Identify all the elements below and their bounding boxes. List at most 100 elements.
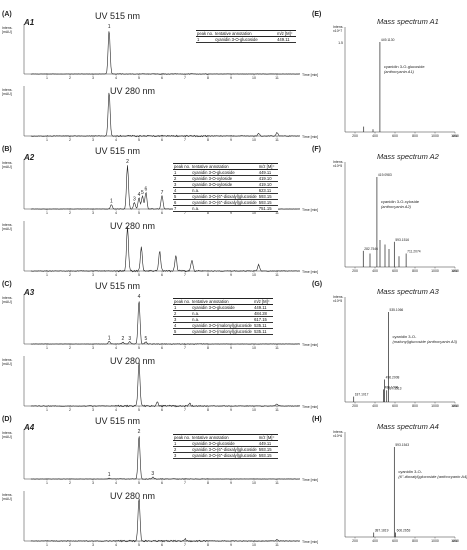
- uv280-label: UV 280 nm: [110, 221, 155, 231]
- x-tick-label: 5: [138, 481, 140, 485]
- table-row: 3 cyanidin 3-O-xyloside 419.10: [173, 181, 278, 188]
- x-tick-label: 2: [69, 138, 71, 142]
- ms-annotation-sub: (anthocyanin A2): [381, 204, 412, 209]
- x-tick-label: 11: [275, 481, 279, 485]
- x-tick-label: 7: [184, 273, 186, 277]
- peak-label: 5: [145, 336, 148, 342]
- table-header-cell: tentative annotation: [191, 434, 258, 441]
- x-tick-label: 4: [115, 211, 117, 215]
- x-axis-label: Time [min]: [302, 478, 318, 482]
- x-tick-label: 8: [207, 76, 209, 80]
- ms-peak-label: 387.1819: [375, 529, 389, 533]
- sample-name: A2: [23, 153, 35, 162]
- table-header-cell: m/z [M]⁺: [257, 163, 278, 170]
- ms-x-tick-label: 600: [392, 269, 398, 273]
- table-header-cell: m/z [M]⁺: [276, 30, 297, 37]
- ms-x-tick-label: 800: [412, 404, 418, 408]
- x-tick-label: 8: [207, 346, 209, 350]
- x-tick-label: 3: [92, 346, 94, 350]
- peak-label: 1: [108, 472, 111, 478]
- peak-table: peak no. tentative annotation m/z [M]⁺ 1 cya…: [173, 298, 274, 335]
- ms-x-tick-label: 600: [392, 404, 398, 408]
- table-header-cell: tentative annotation: [214, 30, 277, 37]
- x-tick-label: 8: [207, 211, 209, 215]
- peak-label: 4: [138, 294, 141, 300]
- ms-y-label: Intens.: [333, 160, 344, 164]
- table-cell: cyanidin 3-O-glucoside: [191, 440, 258, 447]
- y-label-intens: Intens.: [2, 223, 13, 227]
- ms-x-tick-label: 200: [352, 404, 358, 408]
- x-tick-label: 11: [275, 273, 279, 277]
- table-cell: cyanidin 3-O-(6''-dioxalyl)glucoside: [191, 446, 258, 453]
- panel-label: (B): [2, 146, 12, 153]
- table-cell: n.a.: [191, 187, 258, 194]
- ms-peak-label: 496.2008: [386, 376, 400, 380]
- x-tick-label: 4: [115, 273, 117, 277]
- ms-peak-label: 593.1516: [395, 238, 409, 242]
- ms-y-scale: x10^7: [333, 29, 342, 33]
- table-cell: cyanidin 3-O-(malonyl)glucoside: [191, 322, 254, 329]
- peak-label: 3: [133, 196, 136, 202]
- uv280-label: UV 280 nm: [110, 86, 155, 96]
- table-cell: cyanidin 3-O-xyloside: [191, 175, 258, 182]
- peak-label: 3: [151, 471, 154, 477]
- ms-x-tick-label: 600: [392, 134, 398, 138]
- table-cell: 623.11: [257, 187, 278, 194]
- table-row: 5 cyanidin 3-O-(malonyl)glucoside 535.11: [173, 328, 274, 335]
- table-cell: 1: [173, 440, 192, 447]
- ms-x-axis-label: m/z: [452, 539, 458, 543]
- x-tick-label: 4: [115, 543, 117, 547]
- x-tick-label: 7: [184, 76, 186, 80]
- table-row: 3 cyanidin 3-O-(6''-dioxalyl)glucoside 593…: [173, 452, 278, 459]
- x-tick-label: 11: [275, 76, 279, 80]
- ms-x-tick-label: 1000: [431, 539, 439, 543]
- x-tick-label: 9: [230, 138, 232, 142]
- x-tick-label: 2: [69, 76, 71, 80]
- ms-x-axis-label: m/z: [452, 134, 458, 138]
- x-tick-label: 9: [230, 211, 232, 215]
- x-tick-label: 11: [275, 138, 279, 142]
- x-tick-label: 9: [230, 408, 232, 412]
- ms-x-tick-label: 600: [392, 539, 398, 543]
- uv515-label: UV 515 nm: [95, 11, 140, 21]
- ms-x-tick-label: 400: [372, 539, 378, 543]
- peak-label: 3: [128, 336, 131, 342]
- table-cell: 2: [173, 175, 192, 182]
- x-tick-label: 6: [161, 76, 163, 80]
- ms-peak-label: 282.7546: [364, 247, 378, 251]
- x-tick-label: 4: [115, 408, 117, 412]
- table-header-cell: peak no.: [173, 163, 192, 170]
- y-label-unit: [mAU]: [2, 435, 12, 439]
- ms-x-tick-label: 200: [352, 134, 358, 138]
- ms-x-tick-label: 200: [352, 269, 358, 273]
- table-cell: n.a.: [191, 310, 254, 317]
- trace-uv280: [30, 226, 301, 273]
- x-tick-label: 1: [46, 408, 48, 412]
- table-cell: n.a.: [191, 205, 258, 212]
- ms-y-label: Intens.: [333, 430, 344, 434]
- y-label-intens: Intens.: [2, 431, 13, 435]
- trace-uv280: [30, 498, 301, 543]
- table-cell: 5: [173, 193, 192, 200]
- x-tick-label: 9: [230, 273, 232, 277]
- x-tick-label: 6: [161, 481, 163, 485]
- ms-x-axis-label: m/z: [452, 269, 458, 273]
- ms-y-scale: x10^6: [333, 434, 342, 438]
- x-tick-label: 3: [92, 138, 94, 142]
- x-tick-label: 10: [252, 543, 256, 547]
- x-axis-label: Time [min]: [302, 208, 318, 212]
- table-cell: 7: [173, 205, 192, 212]
- x-tick-label: 2: [69, 481, 71, 485]
- ms-peak-label: 535.1066: [390, 308, 404, 312]
- ms-peak-label: 517.1513: [388, 386, 402, 390]
- table-cell: 1: [196, 36, 215, 43]
- ms-annotation-sub: (6''-dioxalyl)glucoside (anthocyanin A4): [398, 474, 467, 479]
- ms-panel-label: (G): [312, 281, 322, 288]
- x-axis-label: Time [min]: [302, 73, 318, 77]
- peak-label: 2: [122, 336, 125, 342]
- x-tick-label: 6: [161, 211, 163, 215]
- ms-panel-label: (H): [312, 416, 322, 423]
- peak-label: 4: [138, 192, 141, 198]
- table-cell: cyanidin 3-O-glucoside: [191, 169, 258, 176]
- x-tick-label: 8: [207, 273, 209, 277]
